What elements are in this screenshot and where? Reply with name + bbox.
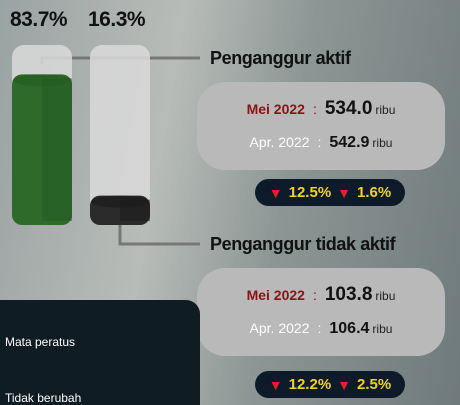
change: 12.2%: [289, 376, 332, 393]
cylinder-top: [91, 196, 149, 208]
unit: ribu: [372, 322, 392, 336]
unit: ribu: [375, 103, 395, 117]
change-pill: ▼12.5%▼1.6%: [255, 179, 405, 206]
change: 2.5%: [357, 376, 391, 393]
value: 103.8: [325, 284, 373, 305]
period: Mei 2022: [247, 101, 305, 117]
period: Mei 2022: [247, 287, 305, 303]
legend: Mata peratus Tidak berubah: [0, 300, 200, 405]
change: 1.6%: [357, 184, 391, 201]
separator: :: [317, 320, 321, 336]
value: 534.0: [325, 98, 373, 119]
value: 106.4: [329, 320, 369, 337]
connector: [120, 222, 200, 244]
share-label: 16.3%: [88, 8, 145, 32]
section-title: Penganggur aktif: [210, 48, 351, 69]
cylinder-side: [42, 78, 72, 221]
cylinder-top: [13, 74, 71, 86]
legend-item: Mata peratus: [5, 335, 75, 349]
cylinder-chart: [0, 0, 200, 300]
change-pill: ▼12.2%▼2.5%: [255, 371, 405, 398]
unit: ribu: [375, 289, 395, 303]
section-title: Penganggur tidak aktif: [210, 234, 395, 255]
period: Apr. 2022: [250, 134, 310, 150]
separator: :: [313, 287, 317, 303]
change: 12.5%: [289, 184, 332, 201]
infographic: 83.7% 16.3% Penganggur aktif Mei 2022:53…: [0, 0, 460, 405]
value: 542.9: [329, 134, 369, 151]
period: Apr. 2022: [250, 320, 310, 336]
share-label: 83.7%: [10, 8, 67, 32]
unit: ribu: [372, 136, 392, 150]
legend-item: Tidak berubah: [5, 391, 81, 405]
separator: :: [313, 101, 317, 117]
separator: :: [317, 134, 321, 150]
